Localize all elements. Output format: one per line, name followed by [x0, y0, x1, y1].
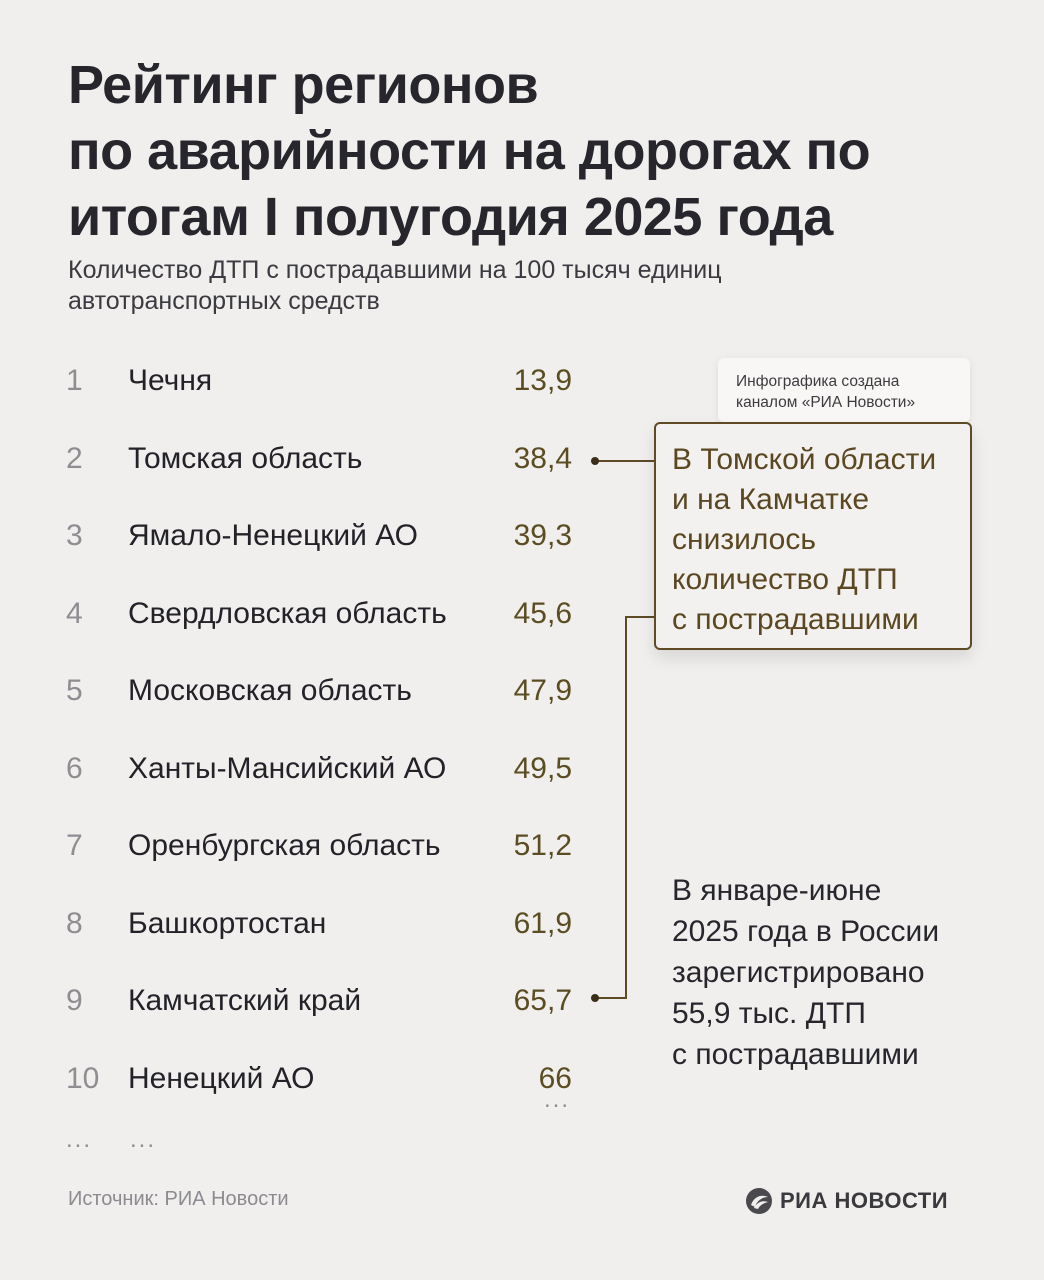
rank-cell: 8: [66, 906, 83, 940]
table-row: 8 Башкортостан 61,9: [0, 904, 600, 944]
callout-box: В Томской области и на Камчатке снизилос…: [654, 422, 972, 650]
note-line: В январе-июне: [672, 874, 882, 907]
callout-line: и на Камчатке: [672, 483, 870, 516]
rank-cell: 3: [66, 519, 83, 552]
continuation-rank: ...: [66, 1126, 93, 1153]
rank-cell: 7: [66, 829, 83, 862]
value-cell: 13,9: [513, 364, 572, 397]
continuation-value: ...: [544, 1086, 571, 1113]
continuation-region: ...: [130, 1126, 157, 1153]
ria-logo: РИА НОВОСТИ: [744, 1186, 948, 1216]
subtitle-line: автотранспортных средств: [68, 287, 380, 315]
title-line: итогам I полугодия 2025 года: [68, 187, 833, 247]
table-row: 7 Оренбургская область 51,2: [0, 826, 600, 866]
subtitle: Количество ДТП с пострадавшими на 100 ты…: [68, 255, 948, 317]
value-cell: 38,4: [513, 441, 572, 475]
value-cell: 47,9: [513, 674, 572, 707]
rank-cell: 4: [66, 596, 83, 630]
rank-cell: 10: [66, 1061, 100, 1095]
callout-line: количество ДТП: [672, 563, 898, 596]
rank-cell: 9: [66, 984, 83, 1017]
source-label: Источник: РИА Новости: [68, 1188, 289, 1210]
subtitle-line: Количество ДТП с пострадавшими на 100 ты…: [68, 256, 722, 284]
value-cell: 45,6: [513, 596, 572, 630]
value-cell: 39,3: [513, 519, 572, 552]
title-line: по аварийности на дорогах по: [68, 121, 871, 181]
value-cell: 51,2: [513, 829, 572, 862]
region-cell: Ханты-Мансийский АО: [128, 751, 447, 785]
value-cell: 66: [538, 1061, 572, 1095]
region-cell: Башкортостан: [128, 906, 327, 940]
connector-dot-top: [591, 457, 599, 465]
region-cell: Ямало-Ненецкий АО: [128, 519, 418, 552]
credit-line: Инфографика создана: [736, 373, 900, 390]
page-title: Рейтинг регионов по аварийности на дорог…: [68, 52, 988, 250]
table-row: 9 Камчатский край 65,7: [0, 981, 600, 1021]
region-cell: Московская область: [128, 674, 412, 707]
region-cell: Камчатский край: [128, 984, 362, 1017]
region-cell: Свердловская область: [128, 596, 447, 630]
value-cell: 61,9: [513, 906, 572, 940]
table-row: 2 Томская область 38,4: [0, 439, 600, 479]
title-line: Рейтинг регионов: [68, 55, 539, 115]
rank-cell: 2: [66, 441, 83, 475]
rank-cell: 1: [66, 364, 83, 397]
credit-badge: Инфографика создана каналом «РИА Новости…: [718, 358, 970, 422]
region-cell: Чечня: [128, 364, 213, 397]
rank-cell: 6: [66, 751, 83, 785]
region-cell: Ненецкий АО: [128, 1061, 315, 1095]
table-row: 10 Ненецкий АО 66: [0, 1059, 600, 1099]
summary-note: В январе-июне 2025 года в России зарегис…: [672, 870, 992, 1075]
ria-logo-icon: [746, 1188, 772, 1214]
connector-line-bottom: [596, 616, 654, 999]
connector-dot-bottom: [591, 994, 599, 1002]
callout-line: с пострадавшими: [672, 603, 919, 636]
table-row: 4 Свердловская область 45,6: [0, 594, 600, 634]
table-row: 6 Ханты-Мансийский АО 49,5: [0, 749, 600, 789]
value-cell: 49,5: [513, 751, 572, 785]
table-row: 3 Ямало-Ненецкий АО 39,3: [0, 516, 600, 556]
table-row: 1 Чечня 13,9: [0, 361, 600, 401]
rank-cell: 5: [66, 674, 83, 707]
credit-line: каналом «РИА Новости»: [736, 394, 916, 411]
note-line: 55,9 тыс. ДТП: [672, 997, 866, 1030]
note-line: с пострадавшими: [672, 1038, 919, 1071]
callout-line: В Томской области: [672, 443, 937, 476]
note-line: 2025 года в России: [672, 915, 940, 948]
table-row: 5 Московская область 47,9: [0, 671, 600, 711]
region-cell: Оренбургская область: [128, 829, 441, 862]
logo-text: РИА НОВОСТИ: [780, 1188, 949, 1213]
value-cell: 65,7: [513, 984, 572, 1017]
callout-line: снизилось: [672, 523, 816, 556]
region-cell: Томская область: [128, 441, 363, 475]
note-line: зарегистрировано: [672, 956, 925, 989]
